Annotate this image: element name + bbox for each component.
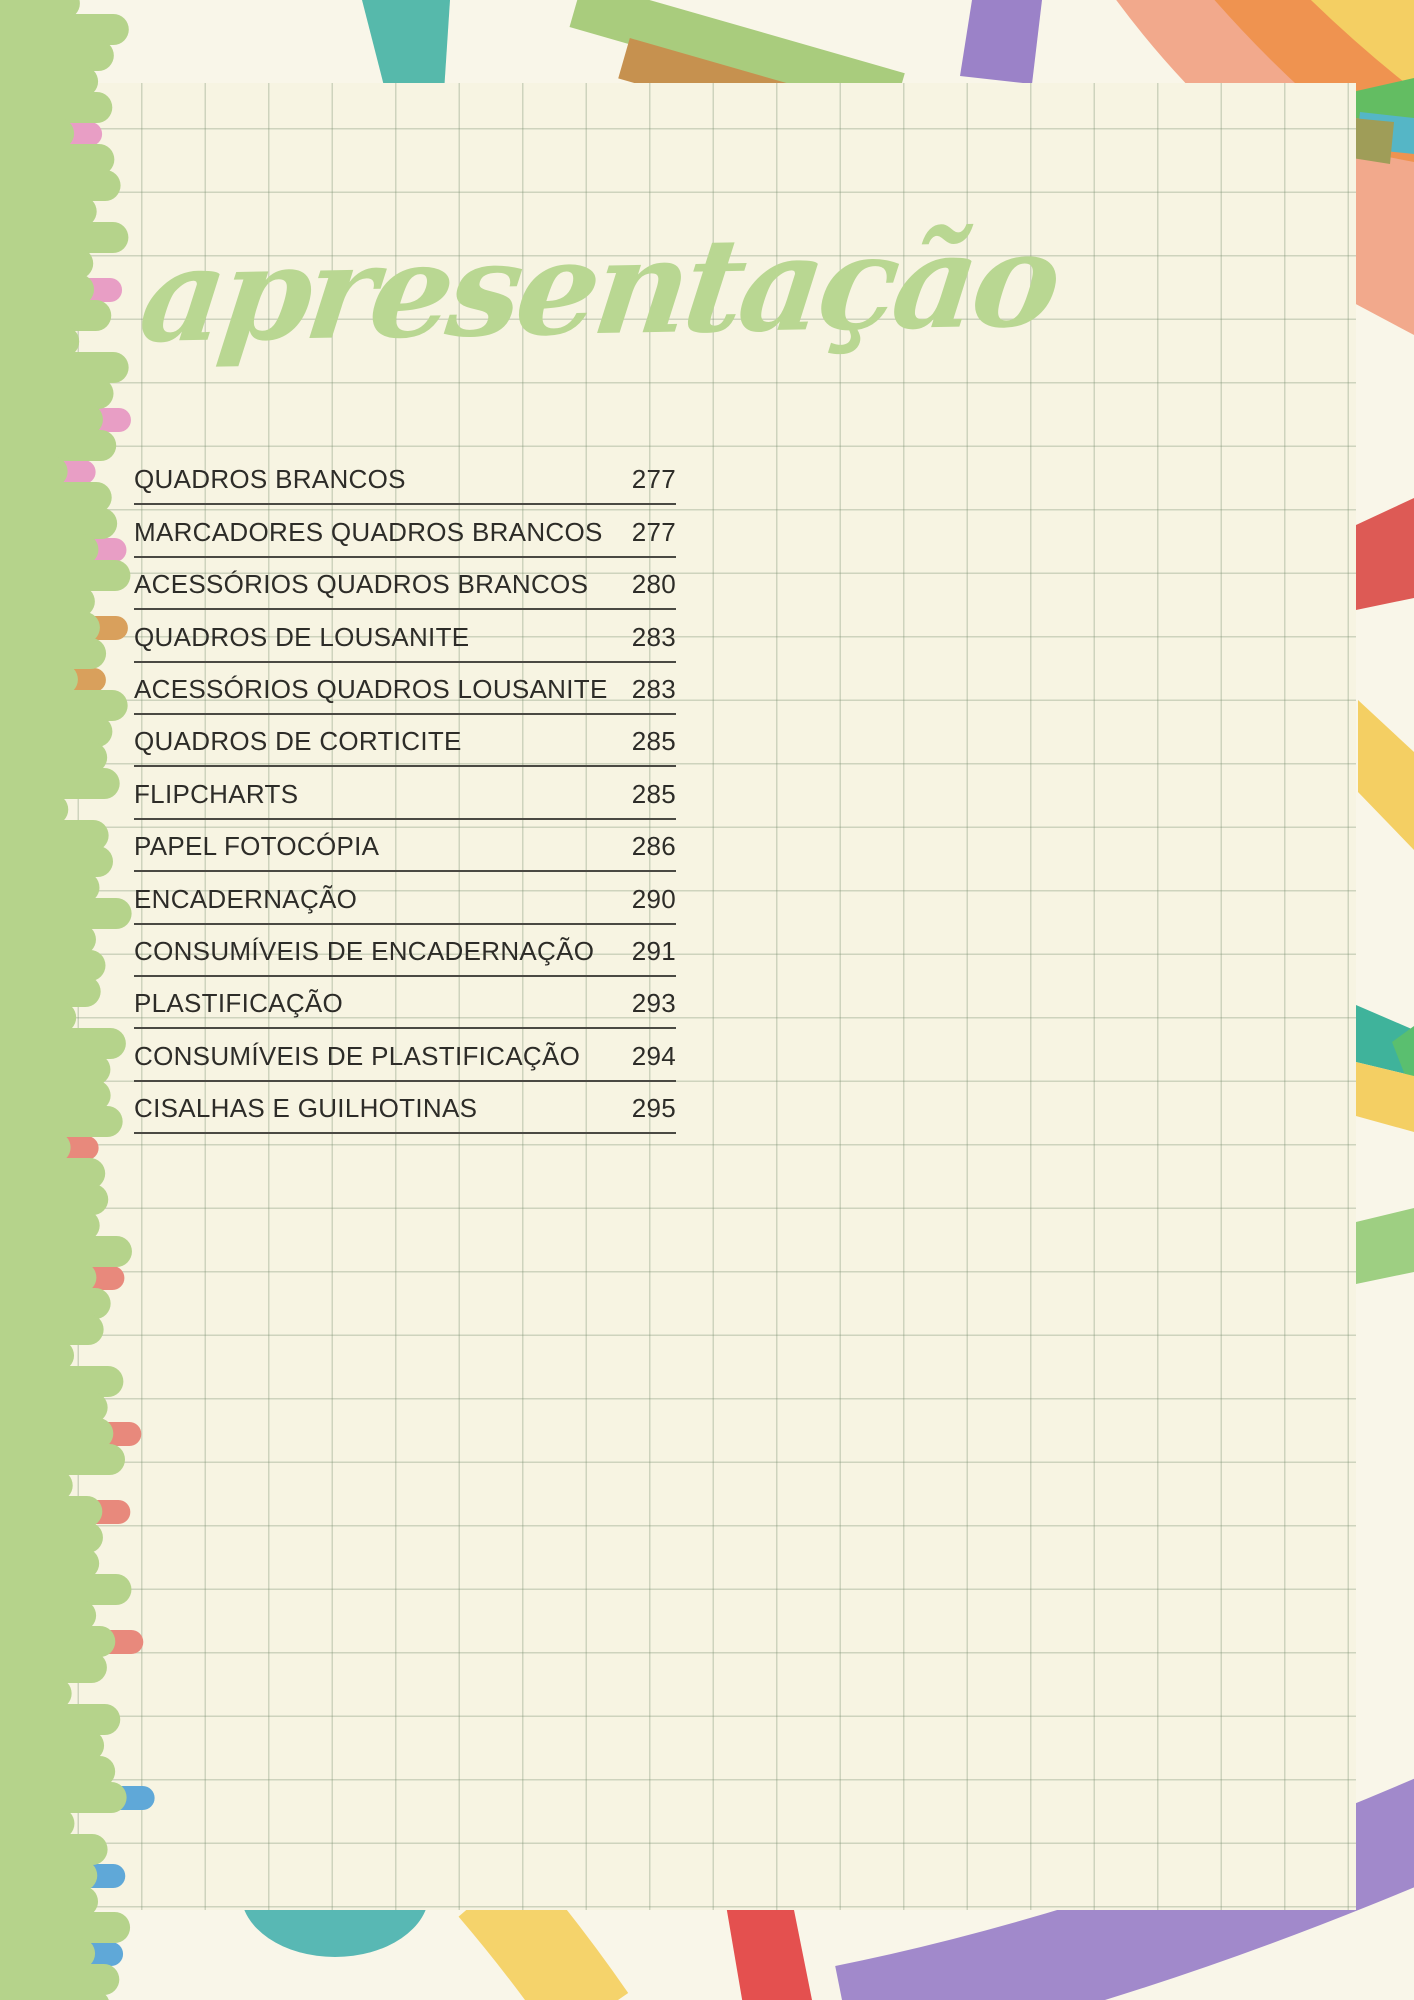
toc-item-label: QUADROS DE CORTICITE (134, 726, 462, 757)
toc-item-page: 280 (631, 569, 676, 600)
red-stroke-right (1356, 498, 1414, 610)
toc-item-page: 294 (631, 1040, 676, 1071)
toc-item-label: FLIPCHARTS (134, 778, 299, 809)
toc-item-page: 290 (631, 883, 676, 914)
toc-row[interactable]: PLASTIFICAÇÃO 293 (134, 977, 676, 1030)
toc-item-label: CONSUMÍVEIS DE ENCADERNAÇÃO (134, 935, 595, 966)
toc-item-label: CONSUMÍVEIS DE PLASTIFICAÇÃO (134, 1040, 581, 1071)
toc-item-label: CISALHAS E GUILHOTINAS (134, 1093, 478, 1124)
toc-item-label: MARCADORES QUADROS BRANCOS (134, 516, 603, 547)
toc-item-label: ACESSÓRIOS QUADROS BRANCOS (134, 569, 589, 600)
toc-row[interactable]: ENCADERNAÇÃO 290 (134, 872, 676, 925)
purple-stroke-top (960, 0, 1042, 84)
toc-item-page: 286 (631, 831, 676, 862)
toc-item-label: ENCADERNAÇÃO (134, 883, 358, 914)
toc-item-page: 277 (631, 516, 676, 547)
page-title: apresentação (132, 203, 1065, 373)
toc-item-label: QUADROS DE LOUSANITE (134, 621, 470, 652)
toc-row[interactable]: CISALHAS E GUILHOTINAS 295 (134, 1082, 676, 1135)
toc-row[interactable]: FLIPCHARTS 285 (134, 767, 676, 820)
toc-item-label: QUADROS BRANCOS (134, 464, 406, 495)
toc-item-page: 295 (631, 1093, 676, 1124)
toc-list: QUADROS BRANCOS 277 MARCADORES QUADROS BRA… (134, 453, 676, 1135)
green-scribble-binding (0, 0, 155, 2000)
toc-item-page: 291 (631, 935, 676, 966)
toc-row[interactable]: PAPEL FOTOCÓPIA 286 (134, 820, 676, 873)
toc-row[interactable]: ACESSÓRIOS QUADROS LOUSANITE 283 (134, 663, 676, 715)
yellow-stroke-right (1358, 700, 1414, 850)
green-stroke-right (1356, 1208, 1414, 1284)
toc-row[interactable]: CONSUMÍVEIS DE PLASTIFICAÇÃO 294 (134, 1029, 676, 1082)
toc-row[interactable]: QUADROS DE CORTICITE 285 (134, 715, 676, 768)
toc-item-page: 283 (631, 621, 676, 652)
toc-item-page: 293 (631, 988, 676, 1019)
toc-item-page: 285 (631, 778, 676, 809)
toc-row[interactable]: QUADROS DE LOUSANITE 283 (134, 610, 676, 663)
toc-item-page: 283 (631, 673, 676, 704)
toc-item-page: 285 (631, 726, 676, 757)
teal-stroke-top (362, 0, 450, 92)
toc-item-label: PLASTIFICAÇÃO (134, 988, 344, 1019)
graph-paper-sheet (60, 83, 1356, 1910)
toc-row[interactable]: QUADROS BRANCOS 277 (134, 453, 676, 506)
toc-row[interactable]: MARCADORES QUADROS BRANCOS 277 (134, 505, 676, 558)
red-stroke-bottom (726, 1905, 812, 2000)
toc-row[interactable]: ACESSÓRIOS QUADROS BRANCOS 280 (134, 558, 676, 611)
toc-item-label: ACESSÓRIOS QUADROS LOUSANITE (134, 673, 608, 704)
toc-row[interactable]: CONSUMÍVEIS DE ENCADERNAÇÃO 291 (134, 925, 676, 977)
toc-item-page: 277 (631, 464, 676, 495)
toc-item-label: PAPEL FOTOCÓPIA (134, 831, 380, 862)
